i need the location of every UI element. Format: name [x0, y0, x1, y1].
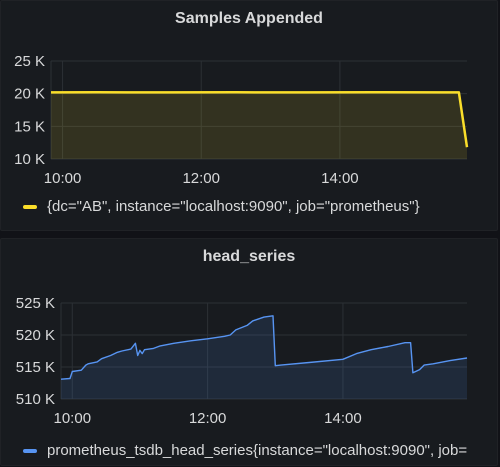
legend-label: {dc="AB", instance="localhost:9090", job… — [47, 198, 420, 215]
series-area — [51, 92, 467, 159]
x-tick-label: 12:00 — [189, 410, 227, 427]
grid — [50, 60, 467, 160]
y-tick-label: 510 K — [16, 391, 55, 408]
panel-title[interactable]: head_series — [202, 248, 296, 265]
head-series-chart: 510 K 515 K 520 K 525 K 10:00 12:00 14:00 — [16, 295, 468, 427]
legend-swatch — [23, 448, 37, 453]
x-tick-label: 14:00 — [321, 170, 359, 187]
x-tick-label: 14:00 — [324, 410, 362, 427]
x-tick-label: 10:00 — [54, 410, 92, 427]
y-tick-label: 10 K — [14, 151, 45, 168]
head-series-panel: head_series 510 K 515 K 520 K 525 K 10:00 12:… — [0, 238, 498, 466]
panel-title[interactable]: Samples Appended — [175, 10, 323, 27]
y-tick-label: 525 K — [16, 295, 55, 312]
series-line — [50, 91, 469, 148]
y-tick-label: 25 K — [14, 53, 45, 70]
legend[interactable]: prometheus_tsdb_head_series{instance="lo… — [23, 442, 497, 459]
y-tick-label: 515 K — [16, 359, 55, 376]
legend-swatch — [23, 204, 37, 209]
x-tick-label: 10:00 — [44, 170, 82, 187]
y-tick-label: 520 K — [16, 327, 55, 344]
samples-appended-panel: Samples Appended 10 K 15 K 20 K 25 K 10:00 12… — [0, 0, 498, 231]
grid — [60, 302, 467, 400]
y-tick-label: 20 K — [14, 86, 45, 103]
samples-appended-chart: 10 K 15 K 20 K 25 K 10:00 12:00 14:00 — [14, 53, 469, 187]
y-tick-label: 15 K — [14, 118, 45, 135]
series-area — [61, 315, 467, 399]
series-line — [60, 315, 468, 380]
legend[interactable]: {dc="AB", instance="localhost:9090", job… — [23, 198, 497, 215]
x-tick-label: 12:00 — [182, 170, 220, 187]
legend-label: prometheus_tsdb_head_series{instance="lo… — [47, 442, 468, 459]
